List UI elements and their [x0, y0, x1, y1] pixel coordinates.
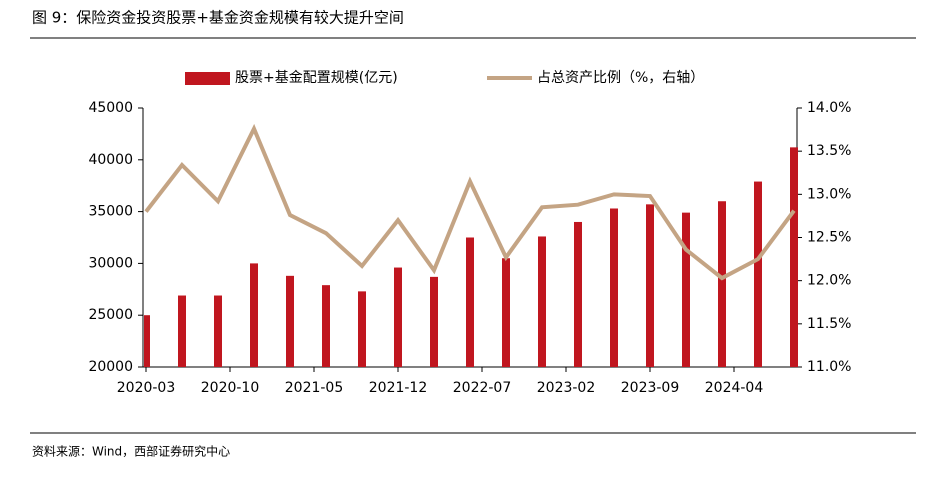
bar: [718, 201, 726, 367]
x-tick-label: 2021-12: [369, 380, 428, 396]
y2-tick-label: 12.0%: [807, 273, 851, 289]
x-tick-label: 2024-04: [705, 380, 764, 396]
legend-label: 股票+基金配置规模(亿元): [235, 69, 398, 86]
y2-tick-label: 14.0%: [807, 100, 851, 116]
bar: [610, 208, 618, 367]
y2-tick-label: 12.5%: [807, 230, 851, 246]
bar: [574, 221, 582, 367]
y-tick-label: 25000: [88, 307, 133, 323]
chart-title: 图 9：保险资金投资股票+基金资金规模有较大提升空间: [32, 9, 404, 27]
bar: [502, 258, 510, 367]
y-tick-label: 45000: [88, 100, 133, 116]
x-tick-label: 2023-09: [621, 380, 680, 396]
bar: [754, 181, 762, 367]
bar: [250, 263, 258, 367]
bar: [790, 147, 798, 367]
bar: [682, 212, 690, 367]
legend-swatch: [185, 72, 230, 85]
source: 资料来源：Wind，西部证券研究中心: [32, 444, 230, 459]
bar: [430, 276, 438, 367]
bar: [178, 295, 186, 367]
y-tick-label: 30000: [88, 255, 133, 271]
bar: [466, 237, 474, 367]
y2-tick-label: 13.0%: [807, 186, 851, 202]
bar: [538, 236, 546, 367]
bar: [144, 315, 150, 367]
bar: [322, 285, 330, 367]
y-tick-label: 40000: [88, 152, 133, 168]
y2-tick-label: 11.5%: [807, 316, 851, 332]
bar: [214, 295, 222, 367]
x-tick-label: 2022-07: [453, 380, 512, 396]
x-tick-label: 2020-03: [117, 380, 176, 396]
bar: [394, 267, 402, 367]
legend-label: 占总资产比例（%，右轴）: [537, 70, 704, 86]
y2-tick-label: 11.0%: [807, 359, 851, 375]
x-tick-label: 2021-05: [285, 380, 344, 396]
y2-tick-label: 13.5%: [807, 143, 851, 159]
x-tick-label: 2023-02: [537, 380, 596, 396]
y-tick-label: 20000: [88, 359, 133, 375]
y-tick-label: 35000: [88, 204, 133, 220]
bar: [286, 275, 294, 367]
x-tick-label: 2020-10: [201, 380, 260, 396]
line: [144, 123, 796, 281]
bar: [358, 291, 366, 367]
bar: [646, 204, 654, 367]
